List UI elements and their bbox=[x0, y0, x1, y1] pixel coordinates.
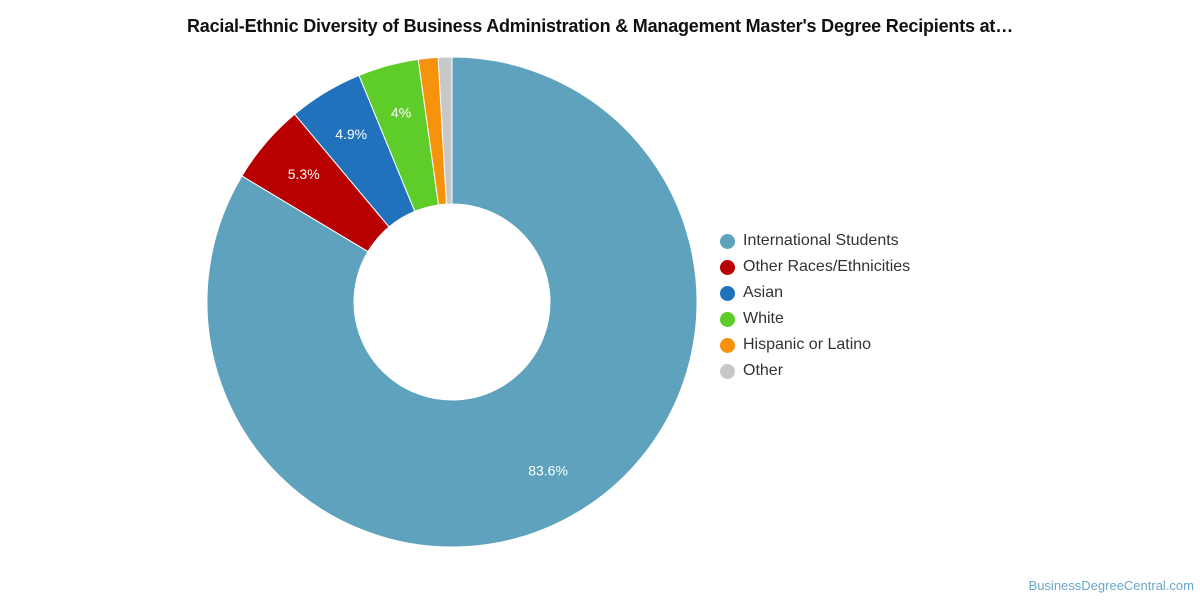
slice-label-other-races-ethnicities: 5.3% bbox=[288, 166, 320, 182]
legend-marker-other-races-ethnicities bbox=[720, 259, 735, 275]
legend-marker-asian bbox=[720, 285, 735, 301]
legend-label-international-students: International Students bbox=[743, 232, 899, 249]
legend-marker-hispanic-or-latino bbox=[720, 337, 735, 353]
legend-label-hispanic-or-latino: Hispanic or Latino bbox=[743, 336, 872, 353]
legend-label-asian: Asian bbox=[743, 284, 784, 301]
legend-marker-other bbox=[720, 363, 735, 379]
source-credit[interactable]: BusinessDegreeCentral.com bbox=[1028, 578, 1194, 593]
chart-title: Racial-Ethnic Diversity of Business Admi… bbox=[186, 16, 1014, 36]
slice-other[interactable] bbox=[437, 56, 453, 205]
legend-item-other-races-ethnicities[interactable]: Other Races/Ethnicities bbox=[720, 254, 910, 280]
legend-label-white: White bbox=[743, 310, 784, 327]
legend-marker-international-students bbox=[720, 233, 735, 249]
legend-item-asian[interactable]: Asian bbox=[720, 280, 910, 306]
legend-item-hispanic-or-latino[interactable]: Hispanic or Latino bbox=[720, 332, 910, 358]
slice-label-white: 4% bbox=[391, 104, 411, 120]
slice-international-students[interactable] bbox=[206, 56, 698, 548]
legend-marker-white bbox=[720, 311, 735, 327]
legend-label-other: Other bbox=[743, 362, 784, 379]
legend-item-white[interactable]: White bbox=[720, 306, 910, 332]
legend-item-international-students[interactable]: International Students bbox=[720, 228, 910, 254]
legend-label-other-races-ethnicities: Other Races/Ethnicities bbox=[743, 258, 911, 275]
legend: International Students Other Races/Ethni… bbox=[720, 228, 910, 384]
slice-label-international-students: 83.6% bbox=[528, 462, 568, 478]
legend-item-other[interactable]: Other bbox=[720, 358, 910, 384]
slice-label-asian: 4.9% bbox=[335, 126, 367, 142]
